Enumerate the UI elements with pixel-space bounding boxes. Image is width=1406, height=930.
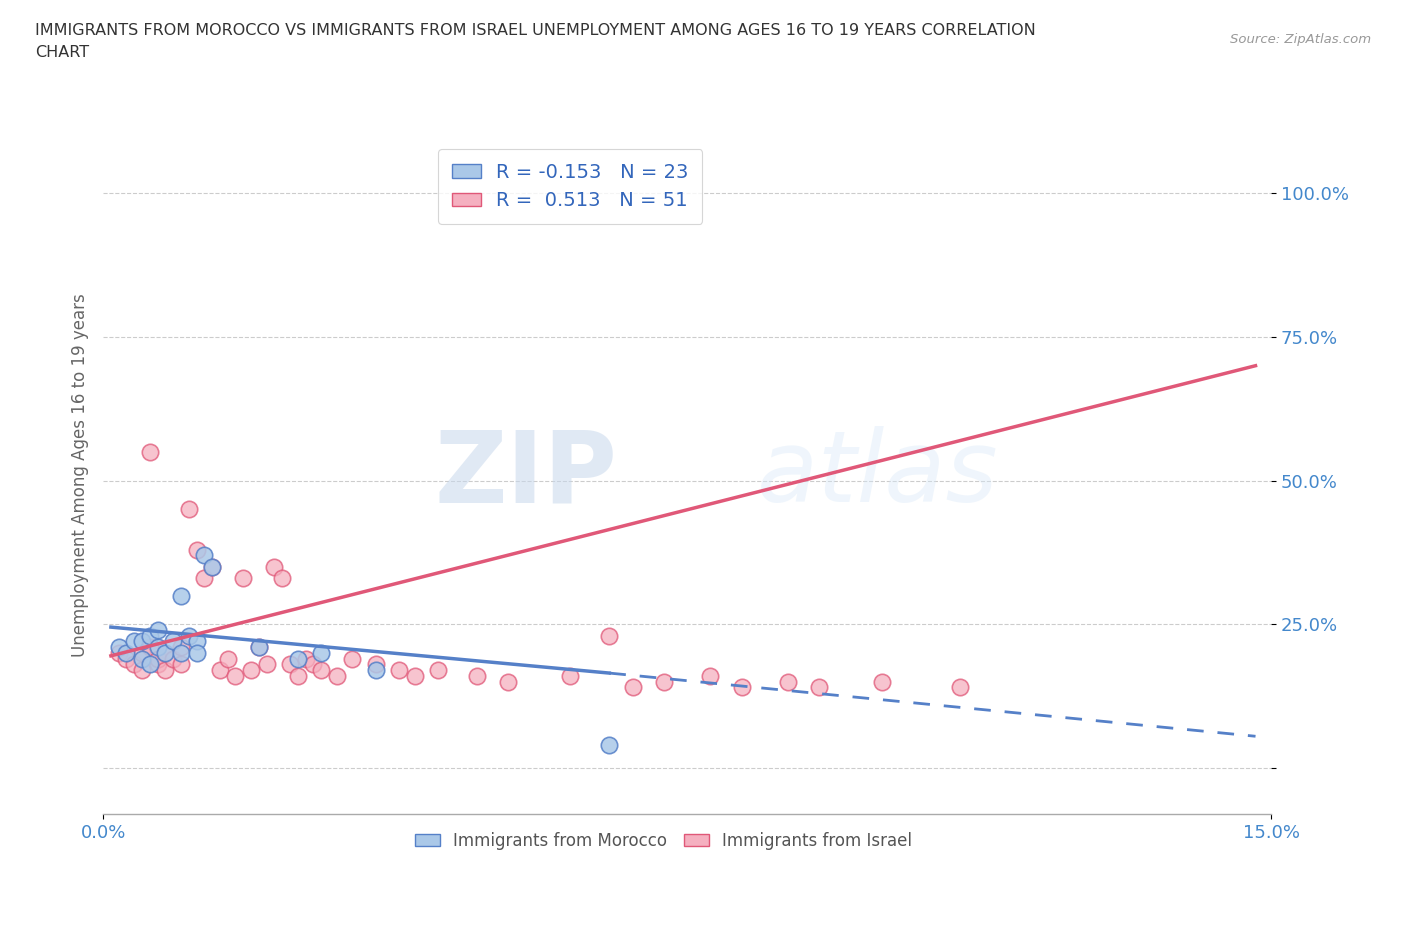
Point [364,663,387,678]
Point [155,663,177,678]
Point [598,629,620,644]
Point [232,571,254,586]
Point [170,588,193,603]
Point [139,445,162,459]
Point [870,674,893,689]
Point [170,640,193,655]
Legend: Immigrants from Morocco, Immigrants from Israel: Immigrants from Morocco, Immigrants from… [408,825,920,857]
Text: IMMIGRANTS FROM MOROCCO VS IMMIGRANTS FROM ISRAEL UNEMPLOYMENT AMONG AGES 16 TO : IMMIGRANTS FROM MOROCCO VS IMMIGRANTS FR… [35,23,1036,60]
Point [426,663,449,678]
Point [247,640,270,655]
Point [186,542,208,557]
Point [309,663,332,678]
Text: Source: ZipAtlas.com: Source: ZipAtlas.com [1230,33,1371,46]
Point [302,657,325,671]
Point [177,629,200,644]
Point [124,657,146,671]
Point [201,559,224,574]
Point [155,645,177,660]
Point [699,669,721,684]
Point [388,663,411,678]
Point [560,669,582,684]
Point [496,674,519,689]
Point [256,657,278,671]
Point [139,629,162,644]
Point [325,669,347,684]
Point [139,657,162,671]
Point [364,657,387,671]
Point [778,674,800,689]
Point [287,651,309,666]
Point [730,680,752,695]
Point [131,634,153,649]
Point [278,657,301,671]
Point [170,657,193,671]
Point [146,622,169,637]
Point [107,640,129,655]
Text: atlas: atlas [758,426,998,524]
Point [131,645,153,660]
Point [193,571,215,586]
Point [294,651,316,666]
Point [162,634,184,649]
Point [131,663,153,678]
Point [146,657,169,671]
Point [139,640,162,655]
Point [115,645,138,660]
Point [287,669,309,684]
Point [598,737,620,752]
Point [177,502,200,517]
Point [263,559,285,574]
Point [170,645,193,660]
Point [309,645,332,660]
Point [193,548,215,563]
Text: ZIP: ZIP [434,426,617,524]
Point [949,680,972,695]
Point [240,663,263,678]
Point [621,680,644,695]
Point [217,651,239,666]
Point [162,651,184,666]
Point [146,640,169,655]
Point [146,651,169,666]
Point [271,571,294,586]
Point [808,680,831,695]
Point [107,645,129,660]
Point [342,651,364,666]
Y-axis label: Unemployment Among Ages 16 to 19 years: Unemployment Among Ages 16 to 19 years [72,293,89,657]
Point [247,640,270,655]
Point [186,645,208,660]
Point [404,669,426,684]
Point [115,651,138,666]
Point [155,645,177,660]
Point [124,634,146,649]
Point [186,634,208,649]
Point [652,674,675,689]
Point [224,669,246,684]
Point [465,669,488,684]
Point [208,663,231,678]
Point [201,559,224,574]
Point [131,651,153,666]
